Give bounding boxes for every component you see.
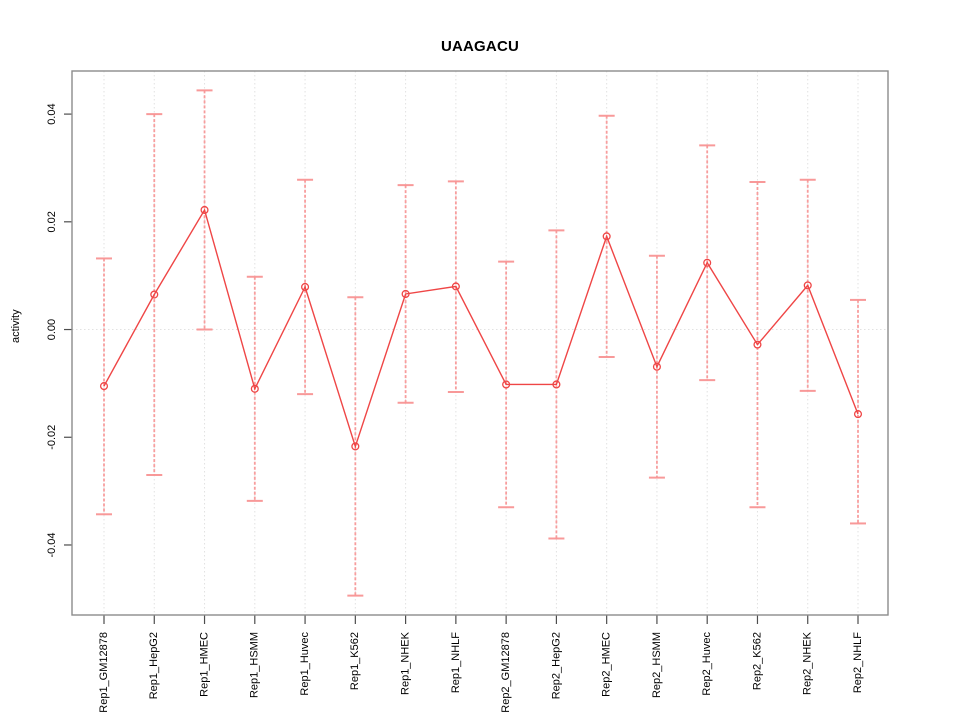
data-point	[552, 380, 561, 389]
data-point	[250, 384, 259, 393]
x-tick-label: Rep2_NHLF	[852, 632, 864, 693]
data-point	[853, 410, 863, 419]
data-point	[451, 282, 460, 291]
data-line	[103, 208, 859, 449]
y-tick-label: 0.02	[46, 211, 58, 232]
y-tick-label: -0.02	[46, 425, 58, 450]
chart-title: UAAGACU	[440, 38, 520, 55]
x-tick-label: Rep2_GM12878	[500, 632, 512, 713]
data-point	[652, 362, 661, 371]
x-tick-label: Rep2_HepG2	[550, 632, 562, 699]
data-point	[351, 442, 360, 451]
data-point	[99, 382, 109, 391]
data-point	[602, 232, 611, 241]
data-point	[753, 340, 762, 349]
y-tick-label: 0.04	[46, 103, 58, 124]
y-tick-label: 0.00	[46, 319, 58, 340]
x-tick-label: Rep1_GM12878	[98, 632, 110, 713]
plot-border	[71, 70, 889, 616]
data-point	[502, 380, 511, 389]
y-tick-label: -0.04	[46, 532, 58, 557]
x-tick-label: Rep1_Huvec	[299, 632, 311, 696]
x-tick-label: Rep1_NHEK	[400, 631, 412, 695]
x-tick-label: Rep2_Huvec	[701, 632, 713, 696]
x-tick-label: Rep1_HMEC	[198, 632, 210, 697]
x-tick-label: Rep2_K562	[751, 632, 763, 690]
x-tick-label: Rep1_K562	[349, 632, 361, 690]
x-tick-label: Rep2_HSMM	[651, 632, 663, 698]
data-point	[301, 282, 310, 292]
x-tick-label: Rep1_NHLF	[450, 632, 462, 693]
x-tick-label: Rep1_HepG2	[148, 632, 160, 699]
x-tick-label: Rep1_HSMM	[249, 632, 261, 698]
data-point	[150, 290, 159, 299]
x-tick-label: Rep2_NHEK	[802, 631, 814, 695]
data-point	[401, 289, 410, 299]
data-point	[200, 205, 209, 215]
data-point	[803, 281, 812, 290]
data-point	[703, 258, 712, 267]
x-tick-label: Rep2_HMEC	[601, 632, 613, 697]
